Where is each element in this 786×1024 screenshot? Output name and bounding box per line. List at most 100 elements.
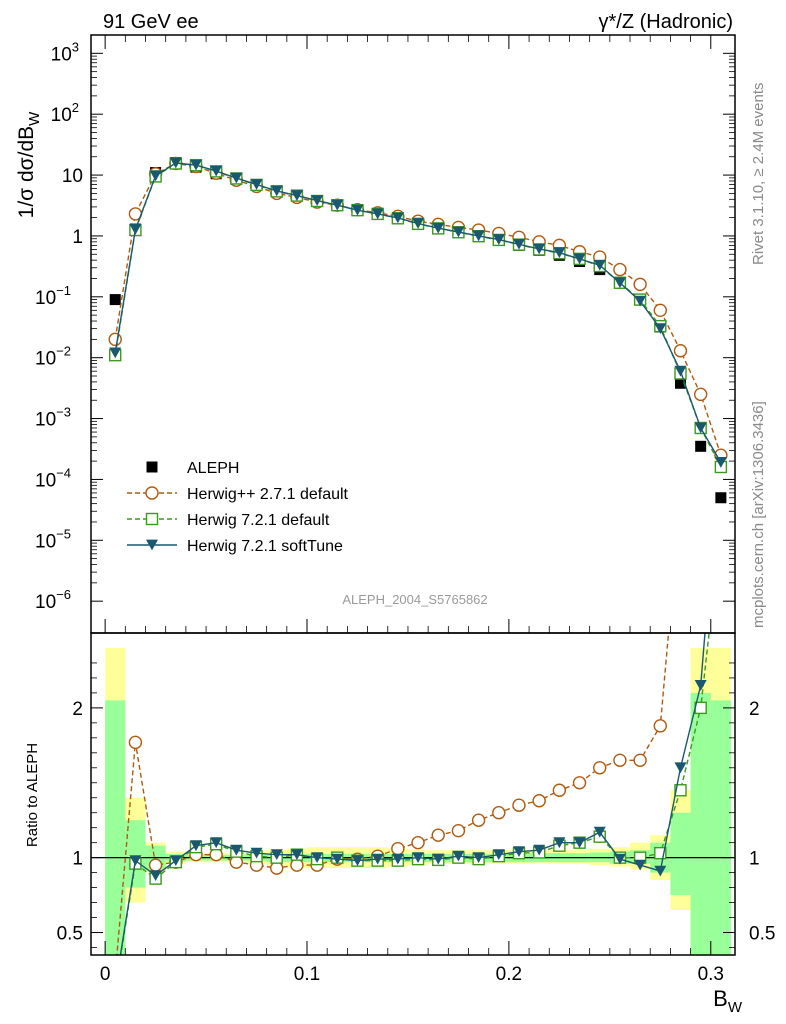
- source-label: mcplots.cern.ch [arXiv:1306.3436]: [750, 401, 767, 628]
- ratio-series-2-point: [553, 837, 566, 849]
- ratio-series-2-point: [169, 855, 182, 867]
- ratio-series-0-point: [128, 735, 143, 750]
- main-series-group: [108, 156, 728, 504]
- legend-label-0: ALEPH: [187, 460, 239, 477]
- ratio-series-2-point: [472, 852, 485, 864]
- legend-label-1: Herwig++ 2.7.1 default: [187, 486, 349, 503]
- legend-label-2: Herwig 7.2.1 default: [187, 512, 330, 529]
- main-series-1-point: [633, 277, 647, 292]
- ratio-series-2-point: [270, 849, 283, 861]
- ratio-series-0-point: [270, 861, 284, 875]
- ratio-series-2-point: [593, 826, 606, 838]
- stat-band-segment: [105, 700, 126, 955]
- main-series-1: [108, 156, 728, 462]
- ratio-series-2-point: [109, 983, 121, 994]
- legend: ALEPH Herwig++ 2.7.1 default Herwig 7.2.1 …: [127, 460, 349, 555]
- main-series-3-point: [331, 199, 344, 211]
- main-series-3-point: [371, 208, 384, 220]
- main-series-1-point: [693, 387, 708, 402]
- main-series-3-point: [351, 204, 364, 216]
- main-series-3-point: [129, 224, 142, 235]
- ratio-series-0-point: [148, 858, 163, 872]
- xlabel: BW: [713, 986, 743, 1016]
- main-series-1-point: [108, 332, 122, 347]
- xtick-label: 0.2: [496, 964, 522, 985]
- main-ytick-label: 10−1: [35, 283, 71, 309]
- main-series-2-line: [114, 162, 722, 468]
- main-series-3-point: [270, 185, 283, 197]
- main-series-3-point: [573, 253, 586, 265]
- ratio-series-2-point: [654, 865, 667, 877]
- stat-band-segment: [690, 692, 711, 955]
- ratio-series-0-point: [653, 719, 668, 733]
- main-series-1-point: [653, 303, 668, 318]
- ratio-series-0-point: [715, 253, 727, 265]
- main-series-3-point: [694, 422, 707, 434]
- stat-band-segment: [125, 820, 146, 888]
- main-series-3-point: [149, 170, 162, 182]
- main-series-3-point: [593, 259, 606, 271]
- main-series-3-point: [311, 195, 324, 207]
- main-series-3-point: [169, 157, 182, 169]
- main-series-3-point: [452, 226, 465, 238]
- ratio-series-0-point: [512, 798, 526, 812]
- ratio-series-2-point: [210, 837, 223, 849]
- ratio-ytick-label: 0.5: [57, 924, 83, 945]
- legend-item-0: ALEPH: [146, 460, 239, 477]
- ratio-series-2-point: [412, 852, 425, 864]
- ratio-series-2-point: [492, 849, 505, 861]
- stat-band-segment: [670, 812, 691, 896]
- xtick-label: 0.1: [294, 964, 320, 985]
- ratio-series-0-point: [471, 813, 486, 827]
- ratio-frame: [90, 632, 736, 956]
- ratio-series-2-point: [311, 852, 324, 864]
- main-series-3-point: [714, 457, 727, 468]
- main-series-3-point: [613, 277, 626, 289]
- ratio-series-2-point: [290, 849, 303, 861]
- main-series-3-point: [492, 234, 505, 246]
- legend-marker-1: [145, 486, 159, 500]
- main-series-3-point: [250, 179, 263, 190]
- main-series-0-point: [674, 377, 686, 389]
- ratio-series-1-point: [110, 984, 121, 995]
- main-ytick-label: 102: [51, 100, 79, 126]
- main-series-3-point: [634, 295, 647, 307]
- ratio-series-1-point: [654, 846, 667, 860]
- main-ytick-label: 10−4: [35, 465, 71, 491]
- ratio-series-2-point: [715, 433, 727, 444]
- ratio-series-0-point: [492, 806, 506, 820]
- main-series-3-point: [674, 365, 687, 377]
- xtick-label: 0: [100, 964, 111, 985]
- main-series-3-point: [391, 212, 404, 224]
- legend-label-3: Herwig 7.2.1 softTune: [187, 538, 343, 555]
- legend-marker-3: [146, 539, 158, 551]
- ratio-series-2-point: [533, 844, 546, 856]
- legend-item-3: Herwig 7.2.1 softTune: [127, 538, 343, 555]
- main-ytick-label: 10: [62, 166, 83, 187]
- main-series-3-point: [432, 222, 445, 234]
- ratio-series-0-point: [109, 968, 121, 980]
- ratio-series-0-point: [532, 794, 546, 808]
- legend-item-1: Herwig++ 2.7.1 default: [127, 486, 349, 503]
- main-series-3-line: [114, 162, 722, 463]
- main-series-0-point: [715, 492, 727, 504]
- main-series-3-point: [189, 159, 202, 171]
- ratio-series-2-point: [250, 847, 263, 859]
- ratio-ytick-label-right: 0.5: [749, 924, 775, 945]
- ratio-series-2-point: [189, 840, 202, 852]
- header-left-label: 91 GeV ee: [103, 11, 199, 33]
- ratio-series-2-point: [452, 850, 465, 862]
- ratio-series-2-point: [129, 855, 142, 867]
- main-series-3-point: [412, 218, 425, 229]
- main-series-3: [109, 157, 727, 468]
- ratio-series-0-point: [229, 855, 244, 869]
- ratio-series-0-point: [431, 828, 445, 842]
- ratio-ytick-label-right: 2: [749, 699, 760, 720]
- ratio-series-0-point: [411, 835, 425, 850]
- ratio-series-2: [109, 433, 727, 994]
- main-series-3-point: [290, 190, 303, 201]
- ratio-series-1-point: [674, 784, 687, 797]
- ratio-series-0-point: [572, 776, 587, 790]
